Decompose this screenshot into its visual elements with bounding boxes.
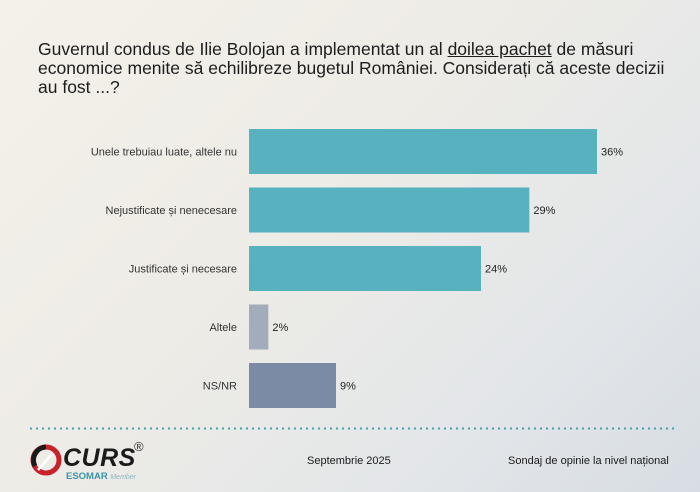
logo-registered: ® <box>134 439 144 454</box>
bar-0 <box>249 129 597 174</box>
bar-3 <box>249 304 269 350</box>
value-label-3: 2% <box>272 322 288 334</box>
logo-member: Member <box>110 474 137 481</box>
category-label-1: Nejustificate și nenecesare <box>106 205 237 217</box>
value-label-4: 9% <box>340 381 356 393</box>
bar-4 <box>249 363 336 408</box>
logo-name: CURS <box>63 444 136 472</box>
bar-1 <box>249 187 530 233</box>
curs-logo: CURS ® ESOMAR Member <box>30 439 160 484</box>
category-label-3: Altele <box>209 322 237 334</box>
category-label-0: Unele trebuiau luate, altele nu <box>91 147 237 159</box>
bar-chart: Unele trebuiau luate, altele nu 36% Nejust… <box>91 129 623 408</box>
dotted-divider <box>28 427 676 430</box>
value-label-2: 24% <box>485 264 507 276</box>
title-underlined: doilea pachet <box>447 39 552 59</box>
curs-logo-icon <box>30 444 62 476</box>
footer-date: Septembrie 2025 <box>307 455 391 467</box>
footer-source: Sondaj de opinie la nivel național <box>508 455 669 467</box>
value-label-0: 36% <box>601 147 623 159</box>
logo-esomar: ESOMAR Member <box>66 471 137 482</box>
value-label-1: 29% <box>533 205 555 217</box>
chart-title: Guvernul condus de Ilie Bolojan a implem… <box>38 39 665 97</box>
category-label-4: NS/NR <box>203 381 237 393</box>
category-label-2: Justificate și necesare <box>129 264 237 276</box>
bar-2 <box>249 246 481 291</box>
